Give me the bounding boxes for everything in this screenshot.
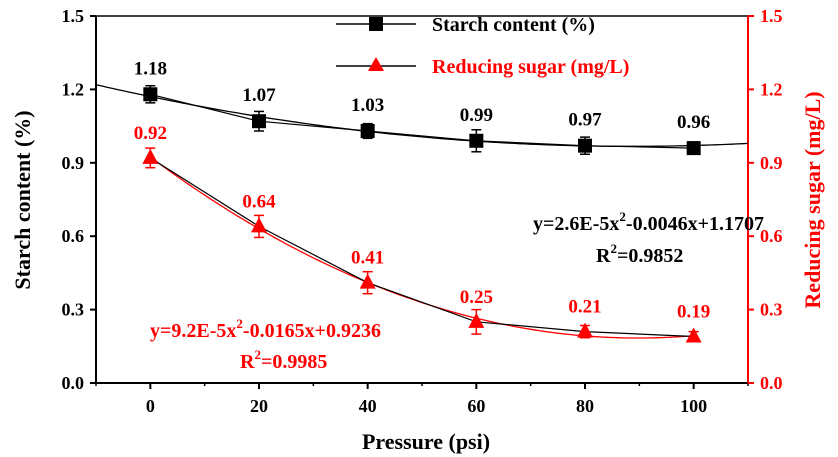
- sugar-fit-equation: y=9.2E-5x2-0.0165x+0.9236: [150, 316, 381, 342]
- starch-fit-equation: y=2.6E-5x2-0.0046x+1.1707: [533, 209, 764, 235]
- right-y-axis-ticks: 0.0 0.3 0.6 0.9 1.2 1.5: [748, 6, 783, 393]
- right-y-tick-label-1: 0.3: [760, 300, 783, 320]
- series-line-1: [149, 157, 694, 338]
- sugar-data-label: 0.25: [460, 287, 493, 308]
- starch-point: [360, 123, 375, 138]
- legend-marker-starch: [369, 17, 383, 31]
- data-markers: [142, 87, 702, 343]
- starch-point: [578, 138, 592, 153]
- x-tick-label-3: 60: [467, 396, 485, 416]
- right-y-tick-label-4: 1.2: [760, 79, 783, 99]
- x-tick-label-4: 80: [576, 396, 594, 416]
- sugar-data-label: 0.92: [134, 123, 167, 144]
- starch-point: [143, 87, 158, 102]
- left-y-tick-label-4: 1.2: [62, 79, 85, 99]
- starch-data-label: 1.07: [242, 85, 276, 106]
- left-y-axis-title: Starch content (%): [10, 110, 35, 289]
- left-y-axis-ticks: 0.0 0.3 0.6 0.9 1.2 1.5: [62, 6, 96, 393]
- x-tick-label-5: 100: [680, 396, 707, 416]
- right-y-tick-label-3: 0.9: [760, 153, 783, 173]
- x-tick-label-2: 40: [359, 396, 377, 416]
- series-lines: [149, 93, 694, 338]
- fit-curves: [95, 84, 749, 339]
- sugar-point: [468, 312, 485, 328]
- legend-label-sugar: Reducing sugar (mg/L): [432, 56, 629, 78]
- x-axis-title: Pressure (psi): [362, 429, 490, 454]
- legend-label-starch: Starch content (%): [432, 14, 595, 36]
- sugar-data-label: 0.19: [677, 302, 710, 323]
- sugar-data-label: 0.64: [242, 191, 276, 212]
- left-y-tick-label-2: 0.6: [62, 226, 85, 246]
- sugar-data-label: 0.41: [351, 248, 384, 269]
- sugar-point: [685, 327, 702, 343]
- starch-point: [686, 141, 701, 156]
- starch-data-label: 0.97: [568, 110, 602, 131]
- right-y-tick-label-0: 0.0: [760, 373, 783, 393]
- right-y-tick-label-5: 1.5: [760, 6, 783, 26]
- left-y-tick-label-0: 0.0: [62, 373, 85, 393]
- starch-data-label: 1.03: [351, 95, 384, 116]
- data-labels: 1.18 1.07 1.03 0.99 0.97 0.96 0.92 0.64 0.41 0.25…: [134, 58, 711, 322]
- sugar-point: [577, 322, 593, 338]
- sugar-data-label: 0.21: [568, 297, 601, 318]
- left-y-tick-label-1: 0.3: [62, 300, 85, 320]
- starch-point: [469, 133, 484, 148]
- starch-r-squared: R2=0.9852: [596, 241, 683, 267]
- legend-marker-sugar: [368, 57, 384, 71]
- starch-data-label: 0.99: [460, 105, 493, 126]
- legend: Starch content (%) Reducing sugar (mg/L): [336, 14, 629, 78]
- left-y-tick-label-5: 1.5: [62, 6, 85, 26]
- x-tick-label-1: 20: [250, 396, 268, 416]
- left-y-tick-label-3: 0.9: [62, 153, 85, 173]
- starch-point: [252, 114, 266, 129]
- fit-curve-0: [95, 84, 749, 147]
- sugar-point: [251, 217, 267, 233]
- starch-data-label: 1.18: [134, 58, 167, 79]
- x-axis-ticks: 0 20 40 60 80 100: [95, 383, 749, 416]
- sugar-r-squared: R2=0.9985: [240, 347, 327, 373]
- starch-data-label: 0.96: [677, 112, 710, 133]
- sugar-point: [142, 148, 159, 164]
- right-y-axis-title: Reducing sugar (mg/L): [800, 91, 825, 308]
- x-tick-label-0: 0: [146, 396, 155, 416]
- right-y-tick-label-2: 0.6: [760, 226, 783, 246]
- sugar-point: [359, 273, 376, 289]
- series-line-0: [150, 93, 694, 149]
